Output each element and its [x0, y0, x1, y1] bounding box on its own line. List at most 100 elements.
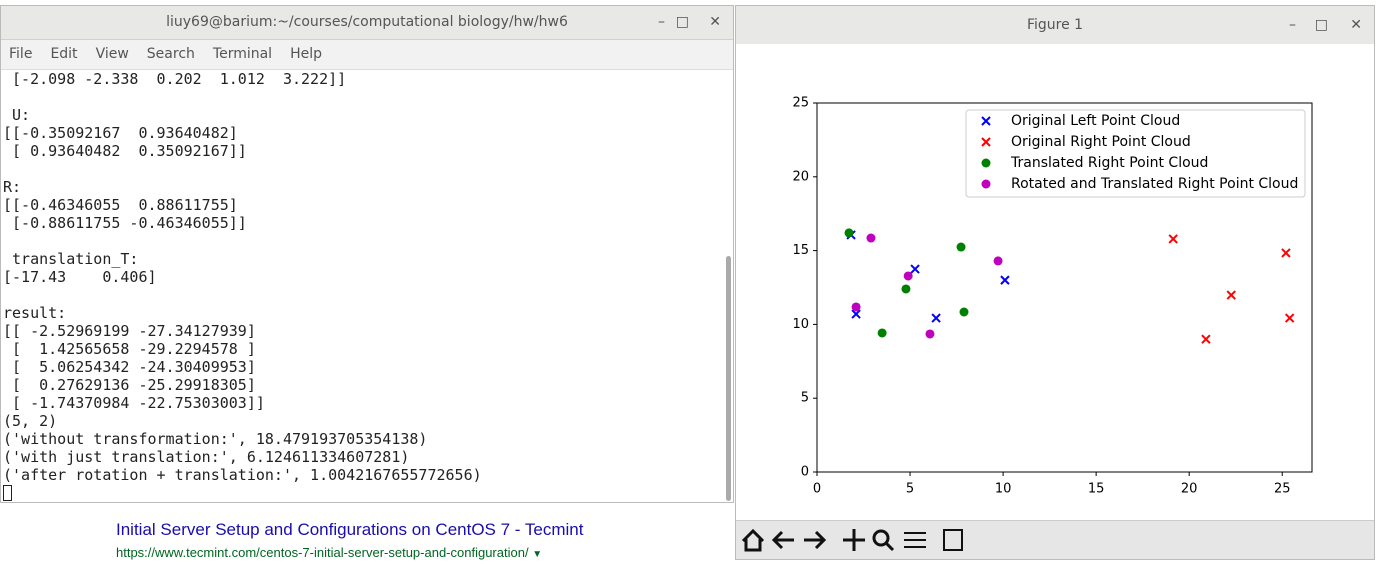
menu-item[interactable]: View	[95, 46, 129, 62]
home-button[interactable]	[741, 528, 765, 552]
point	[877, 328, 887, 338]
close-button[interactable]: ✕	[1350, 17, 1362, 33]
legend-marker	[981, 137, 991, 147]
point	[901, 284, 911, 294]
point	[993, 256, 1003, 266]
point	[851, 302, 861, 312]
legend-marker	[981, 158, 991, 168]
menu-item[interactable]: Terminal	[212, 46, 273, 62]
x-tick-label: 10	[995, 482, 1012, 497]
y-tick-label: 25	[792, 96, 809, 111]
maximize-button[interactable]: □	[675, 14, 689, 30]
y-tick-label: 15	[792, 243, 809, 258]
window-title: Figure 1	[1026, 17, 1084, 33]
point	[959, 307, 969, 317]
toolbar-icons	[741, 528, 963, 552]
point	[1168, 234, 1178, 244]
title-bar: liuy69@barium:~/courses/computational bi…	[1, 6, 733, 40]
y-tick-label: 0	[801, 465, 809, 480]
point	[903, 271, 913, 281]
legend-box	[965, 109, 1306, 198]
url-text: https://www.tecmint.com/centos-7-initial…	[116, 545, 529, 560]
point	[866, 233, 876, 243]
output-line: R:	[3, 178, 22, 196]
plot-frame	[816, 102, 1313, 473]
output-line: result:	[3, 304, 67, 322]
output-line: [ 0.27629136 -25.29918305]	[3, 376, 256, 394]
minimize-button[interactable]: –	[658, 14, 665, 30]
menu-item[interactable]: File	[9, 46, 33, 62]
figure-window: Figure 1 – □ ✕ 0 5 10 15 20 25 0 5 10 15 20 25 Origi…	[735, 5, 1375, 560]
menu-item[interactable]: Search	[146, 46, 195, 62]
output-line: [-0.88611755 -0.46346055]]	[3, 214, 247, 232]
legend-label: Original Right Point Cloud	[1011, 134, 1191, 150]
search-result-title[interactable]: Initial Server Setup and Configurations …	[116, 520, 584, 539]
point	[1000, 275, 1010, 285]
output-line: [ 1.42565658 -29.2294578 ]	[3, 340, 256, 358]
configure-button[interactable]	[904, 532, 926, 548]
terminal-output: [-2.098 -2.338 0.202 1.012 3.222]] U: [[-…	[3, 70, 482, 501]
point	[925, 329, 935, 339]
point	[956, 242, 966, 252]
point	[1284, 313, 1295, 323]
maximize-button[interactable]: □	[1314, 17, 1328, 33]
output-line: [ -1.74370984 -22.75303003]]	[3, 394, 265, 412]
forward-button[interactable]	[804, 530, 827, 550]
point	[910, 264, 920, 274]
output-line: [[-0.46346055 0.88611755]	[3, 196, 238, 214]
output-line: [-2.098 -2.338 0.202 1.012 3.222]]	[3, 70, 347, 88]
window-title: liuy69@barium:~/courses/computational bi…	[166, 14, 568, 30]
output-line: (5, 2)	[3, 412, 58, 430]
point	[931, 313, 941, 323]
back-button[interactable]	[771, 530, 794, 550]
close-button[interactable]: ✕	[709, 14, 721, 30]
y-tick-label: 20	[792, 169, 809, 184]
output-line: [[-0.35092167 0.93640482]	[3, 124, 238, 142]
chart: 0 5 10 15 20 25 0 5 10 15 20 25 Original Left Point …	[792, 96, 1313, 497]
output-line: translation_T:	[3, 250, 139, 268]
legend-marker	[981, 116, 991, 126]
cursor	[3, 485, 12, 501]
output-line: ('without transformation:', 18.479193705…	[3, 430, 428, 448]
menu-item[interactable]: Help	[290, 46, 322, 62]
point	[844, 228, 854, 238]
point	[1226, 290, 1236, 300]
terminal-window: liuy69@barium:~/courses/computational bi…	[0, 5, 734, 503]
title-bar: Figure 1 – □ ✕	[736, 6, 1374, 44]
blank-line	[3, 88, 482, 106]
output-line: [-17.43 0.406]	[3, 268, 157, 286]
output-line: [ 0.93640482 0.35092167]]	[3, 142, 247, 160]
blank-line	[3, 160, 482, 178]
legend-label: Original Left Point Cloud	[1011, 113, 1180, 129]
menu-bar: File Edit View Search Terminal Help	[1, 40, 733, 70]
legend-marker	[981, 179, 991, 189]
legend-label: Translated Right Point Cloud	[1010, 155, 1208, 171]
output-line: [ 5.06254342 -24.30409953]	[3, 358, 256, 376]
y-tick-label: 5	[801, 391, 809, 406]
output-line: ('with just translation:', 6.12461133460…	[3, 448, 410, 466]
scrollbar[interactable]	[726, 256, 731, 501]
point	[1281, 248, 1291, 258]
blank-line	[3, 232, 482, 250]
minimize-button[interactable]: –	[1289, 17, 1296, 33]
output-line: U:	[3, 106, 31, 124]
x-tick-label: 20	[1181, 482, 1198, 497]
x-tick-label: 0	[813, 482, 821, 497]
x-tick-label: 15	[1088, 482, 1105, 497]
save-button[interactable]	[943, 529, 963, 551]
point	[851, 309, 861, 319]
search-result-url: https://www.tecmint.com/centos-7-initial…	[116, 545, 542, 560]
x-tick-label: 25	[1274, 482, 1291, 497]
output-line: [[ -2.52969199 -27.34127939]	[3, 322, 256, 340]
dropdown-arrow[interactable]: ▼	[532, 549, 543, 560]
zoom-button[interactable]	[872, 529, 890, 547]
menu-item[interactable]: Edit	[50, 46, 78, 62]
y-tick-label: 10	[792, 317, 809, 332]
legend-label: Rotated and Translated Right Point Cloud	[1011, 176, 1298, 192]
output-line: ('after rotation + translation:', 1.0042…	[3, 466, 482, 484]
pan-button[interactable]	[843, 529, 865, 551]
blank-line	[3, 286, 482, 304]
point	[1201, 334, 1211, 344]
x-tick-label: 5	[906, 482, 914, 497]
